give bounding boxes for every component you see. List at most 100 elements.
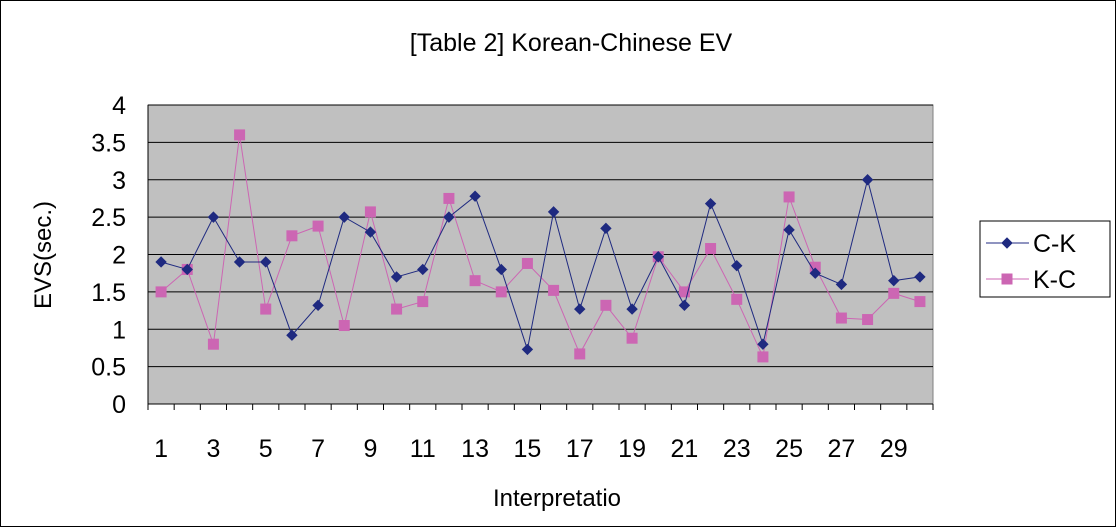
y-tick-label: 4 [112,92,126,120]
x-tick-label: 29 [880,435,908,463]
data-point [835,312,847,324]
y-tick-label: 3.5 [91,129,126,157]
data-point [495,286,507,298]
series-k-c [155,129,926,363]
legend-marker [1001,273,1013,285]
data-point [547,206,560,218]
data-point [286,230,298,242]
data-point [914,271,926,283]
data-point [234,129,246,141]
data-point [704,197,717,210]
legend: C-K K-C [979,220,1111,298]
data-point [207,338,219,350]
y-tick-label: 1 [112,316,126,344]
data-point [626,332,638,344]
data-point [861,174,874,186]
data-point [443,192,455,204]
data-point [469,190,481,202]
data-point [338,320,350,332]
y-tick-label: 1.5 [91,279,126,307]
data-point [809,267,821,279]
x-tick-label: 11 [410,435,436,463]
x-tick-label: 27 [828,435,856,463]
data-point [705,243,717,255]
x-tick-label: 9 [363,435,377,463]
data-point [391,303,403,315]
data-point [260,256,272,268]
x-tick-label: 5 [259,435,273,463]
data-point [260,303,272,315]
data-point [521,257,533,269]
data-point [835,278,848,291]
data-point [181,263,193,276]
data-point [652,251,664,263]
x-tick-label: 21 [671,435,699,463]
axes [147,105,934,410]
data-point [783,191,795,203]
data-point [207,211,220,223]
data-point [731,260,743,272]
data-point [548,284,560,296]
y-tick-label: 0 [112,391,126,419]
x-tick-label: 23 [723,435,751,463]
series-line [160,179,920,350]
y-tick-label: 2.5 [91,204,126,232]
data-point [338,211,350,223]
x-tick-label: 15 [514,435,542,463]
y-tick-label: 0.5 [91,354,126,382]
data-point [364,206,376,218]
data-point [233,256,246,268]
y-axis-label: EVS(sec.) [30,201,57,309]
x-tick-labels: 1 3 5 7 9 11 13 15 17 19 21 23 25 27 29 [154,435,908,463]
x-axis-label: Interpretatio [493,485,621,512]
data-point [469,275,481,287]
data-point [678,286,690,298]
data-point [443,211,455,223]
legend-item: K-C [986,266,1076,294]
data-point [155,286,167,298]
series-line [160,134,921,359]
data-point [495,263,507,276]
data-point [600,222,612,235]
data-point [626,303,638,315]
x-tick-label: 7 [311,435,325,463]
x-tick-label: 13 [461,435,489,463]
data-point [888,287,900,299]
legend-marker [1001,237,1013,249]
series-lines [155,129,926,363]
legend-item: C-K [986,230,1076,258]
data-point [757,351,769,363]
data-point [731,293,743,305]
x-tick-label: 3 [206,435,220,463]
data-point [914,296,926,308]
data-point [783,224,795,236]
data-point [417,296,429,308]
data-point [286,329,298,341]
x-tick-label: 19 [618,435,646,463]
chart-title: [Table 2] Korean-Chinese EV [410,29,733,57]
data-point [312,220,324,232]
data-point [364,226,377,238]
gridlines [148,104,933,368]
data-point [574,303,586,315]
data-point [678,299,691,312]
data-point [155,256,167,268]
y-tick-labels: 0 0.5 1 1.5 2 2.5 3 3.5 4 [91,92,126,419]
data-point [600,299,612,311]
data-point [757,338,769,350]
legend-label: K-C [1033,266,1076,294]
y-tick-label: 2 [112,242,126,270]
series-c-k [155,174,926,356]
x-tick-label: 25 [775,435,803,463]
data-point [888,274,900,287]
legend-label: C-K [1033,230,1076,258]
y-tick-label: 3 [112,167,126,195]
data-point [312,299,324,312]
data-point [521,343,534,356]
x-tick-label: 17 [566,435,594,463]
x-tick-label: 1 [154,435,168,463]
data-point [862,314,874,326]
data-point [417,263,429,276]
